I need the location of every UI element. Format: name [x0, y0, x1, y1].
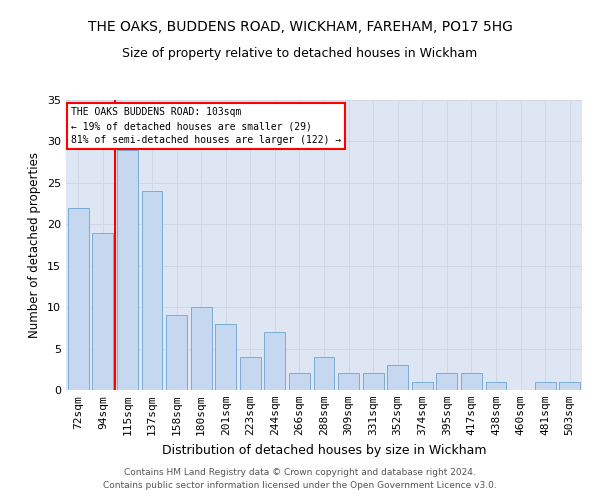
X-axis label: Distribution of detached houses by size in Wickham: Distribution of detached houses by size … [162, 444, 486, 456]
Text: Size of property relative to detached houses in Wickham: Size of property relative to detached ho… [122, 48, 478, 60]
Bar [92, 232, 113, 390]
Bar [314, 357, 334, 390]
Bar [535, 382, 556, 390]
Bar [412, 382, 433, 390]
Bar [215, 324, 236, 390]
Bar [117, 150, 138, 390]
Bar [166, 316, 187, 390]
Bar [265, 332, 286, 390]
Bar [485, 382, 506, 390]
Bar [362, 374, 383, 390]
Text: THE OAKS BUDDENS ROAD: 103sqm
← 19% of detached houses are smaller (29)
81% of s: THE OAKS BUDDENS ROAD: 103sqm ← 19% of d… [71, 108, 341, 146]
Y-axis label: Number of detached properties: Number of detached properties [28, 152, 41, 338]
Bar [338, 374, 359, 390]
Bar [559, 382, 580, 390]
Bar [387, 365, 408, 390]
Bar [240, 357, 261, 390]
Text: THE OAKS, BUDDENS ROAD, WICKHAM, FAREHAM, PO17 5HG: THE OAKS, BUDDENS ROAD, WICKHAM, FAREHAM… [88, 20, 512, 34]
Bar [68, 208, 89, 390]
Bar [461, 374, 482, 390]
Bar [289, 374, 310, 390]
Bar [142, 191, 163, 390]
Text: Contains HM Land Registry data © Crown copyright and database right 2024.
Contai: Contains HM Land Registry data © Crown c… [103, 468, 497, 490]
Bar [436, 374, 457, 390]
Bar [191, 307, 212, 390]
